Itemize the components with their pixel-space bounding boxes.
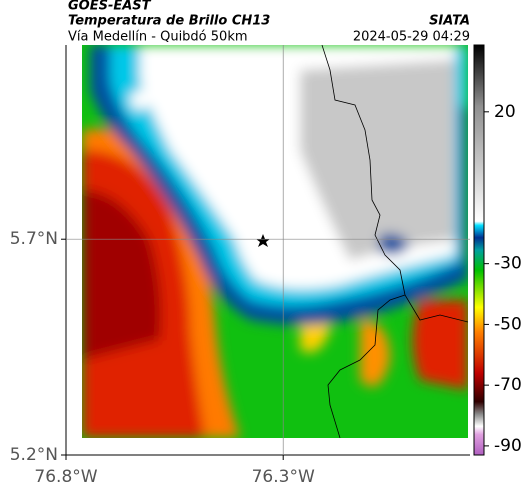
region: Vía Medellín - Quibdó 50km <box>68 30 248 45</box>
y-tick-label: 5.7°N <box>10 229 58 249</box>
colorbar <box>473 44 485 456</box>
product: Temperatura de Brillo CH13 <box>68 14 270 29</box>
location-marker <box>256 234 270 247</box>
satellite: GOES-EAST <box>68 0 152 14</box>
x-tick-label: 76.3°W <box>252 467 315 487</box>
y-tick-label: 5.2°N <box>10 445 58 465</box>
source: SIATA <box>429 14 470 29</box>
satellite-image <box>82 45 468 438</box>
colorbar-tick-label: -70 <box>494 375 522 395</box>
datetime: 2024-05-29 04:29 <box>353 30 470 45</box>
colorbar-tick-label: -90 <box>494 436 522 456</box>
x-tick-label: 76.8°W <box>34 467 97 487</box>
colorbar-tick-label: -50 <box>494 314 522 334</box>
colorbar-tick-label: 20 <box>494 102 516 122</box>
colorbar-tick-label: -30 <box>494 254 522 274</box>
